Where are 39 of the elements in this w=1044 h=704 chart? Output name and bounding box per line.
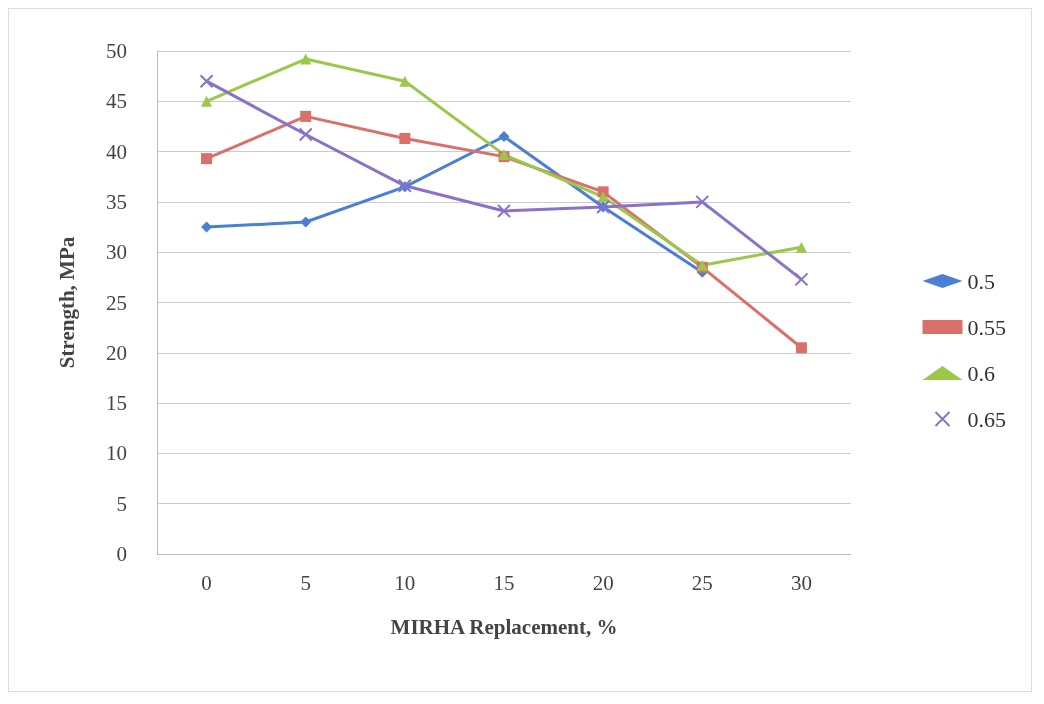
point	[795, 342, 807, 354]
y-tick-label: 45	[106, 89, 127, 114]
point	[300, 53, 312, 65]
y-tick-label: 35	[106, 189, 127, 214]
x-tick-label: 0	[201, 570, 212, 595]
y-tick-label: 50	[106, 39, 127, 63]
x-tick-label: 10	[394, 570, 416, 595]
x-tick-label: 15	[493, 570, 515, 595]
y-tick-label: 20	[106, 340, 127, 365]
point	[300, 216, 312, 228]
y-tick-label: 0	[116, 542, 127, 566]
y-tick-label: 25	[106, 290, 127, 315]
legend-label: 0.6	[967, 360, 995, 386]
point	[298, 127, 313, 142]
y-tick-label: 30	[106, 240, 127, 265]
y-axis-title: Strength, MPa	[54, 236, 79, 369]
y-tick-label: 10	[106, 441, 127, 466]
x-axis-title: MIRHA Replacement, %	[390, 614, 618, 639]
point	[199, 74, 214, 89]
y-tick-label: 40	[106, 139, 127, 164]
legend-label: 0.5	[967, 268, 995, 294]
point	[695, 194, 710, 209]
point	[795, 241, 807, 253]
point	[497, 203, 511, 218]
legend-label: 0.55	[967, 314, 1006, 340]
point	[498, 131, 510, 143]
point	[399, 133, 411, 145]
legend-label: 0.65	[967, 406, 1006, 432]
x-tick-label: 5	[300, 570, 311, 595]
point	[300, 110, 312, 122]
x-tick-label: 25	[691, 570, 713, 595]
y-tick-label: 15	[106, 391, 127, 416]
point	[201, 95, 213, 107]
point	[201, 153, 213, 165]
point	[399, 75, 411, 87]
point	[794, 272, 809, 287]
y-tick-label: 5	[116, 491, 127, 516]
x-tick-label: 30	[790, 570, 812, 595]
x-tick-label: 20	[592, 570, 614, 595]
